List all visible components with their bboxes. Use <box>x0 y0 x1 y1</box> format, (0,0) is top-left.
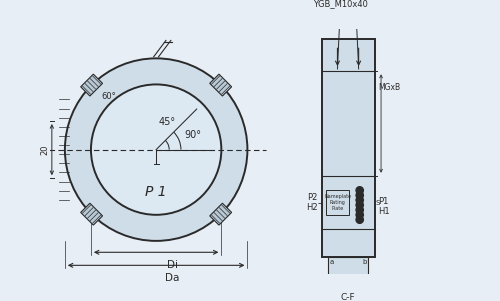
Polygon shape <box>210 74 232 96</box>
Polygon shape <box>80 74 102 96</box>
Bar <box>322 39 374 257</box>
Polygon shape <box>210 203 232 225</box>
Text: 45°: 45° <box>159 117 176 127</box>
Text: P1
H1: P1 H1 <box>378 197 390 216</box>
Circle shape <box>356 187 364 194</box>
Circle shape <box>356 197 364 204</box>
Text: P 1: P 1 <box>146 185 167 199</box>
Text: b: b <box>362 259 366 265</box>
Text: 20: 20 <box>41 144 50 155</box>
Text: C-F: C-F <box>340 293 355 301</box>
Text: P2
H2: P2 H2 <box>306 193 318 212</box>
Text: YGB_M10x40: YGB_M10x40 <box>314 0 368 8</box>
Text: a: a <box>330 259 334 265</box>
Bar <box>326 190 349 215</box>
Circle shape <box>356 206 364 214</box>
Text: S: S <box>376 200 380 206</box>
Circle shape <box>65 58 248 241</box>
Circle shape <box>91 84 222 215</box>
Circle shape <box>356 191 364 199</box>
Text: Da: Da <box>166 274 179 284</box>
Text: 60°: 60° <box>102 92 116 101</box>
Bar <box>328 257 368 275</box>
Text: Di: Di <box>167 260 178 270</box>
Polygon shape <box>80 203 102 225</box>
Text: MGxB: MGxB <box>378 82 400 92</box>
Text: 90°: 90° <box>184 130 202 140</box>
Circle shape <box>356 216 364 223</box>
Circle shape <box>356 211 364 219</box>
Circle shape <box>356 201 364 209</box>
Text: Nameplate
Rating
Plate: Nameplate Rating Plate <box>324 194 351 211</box>
